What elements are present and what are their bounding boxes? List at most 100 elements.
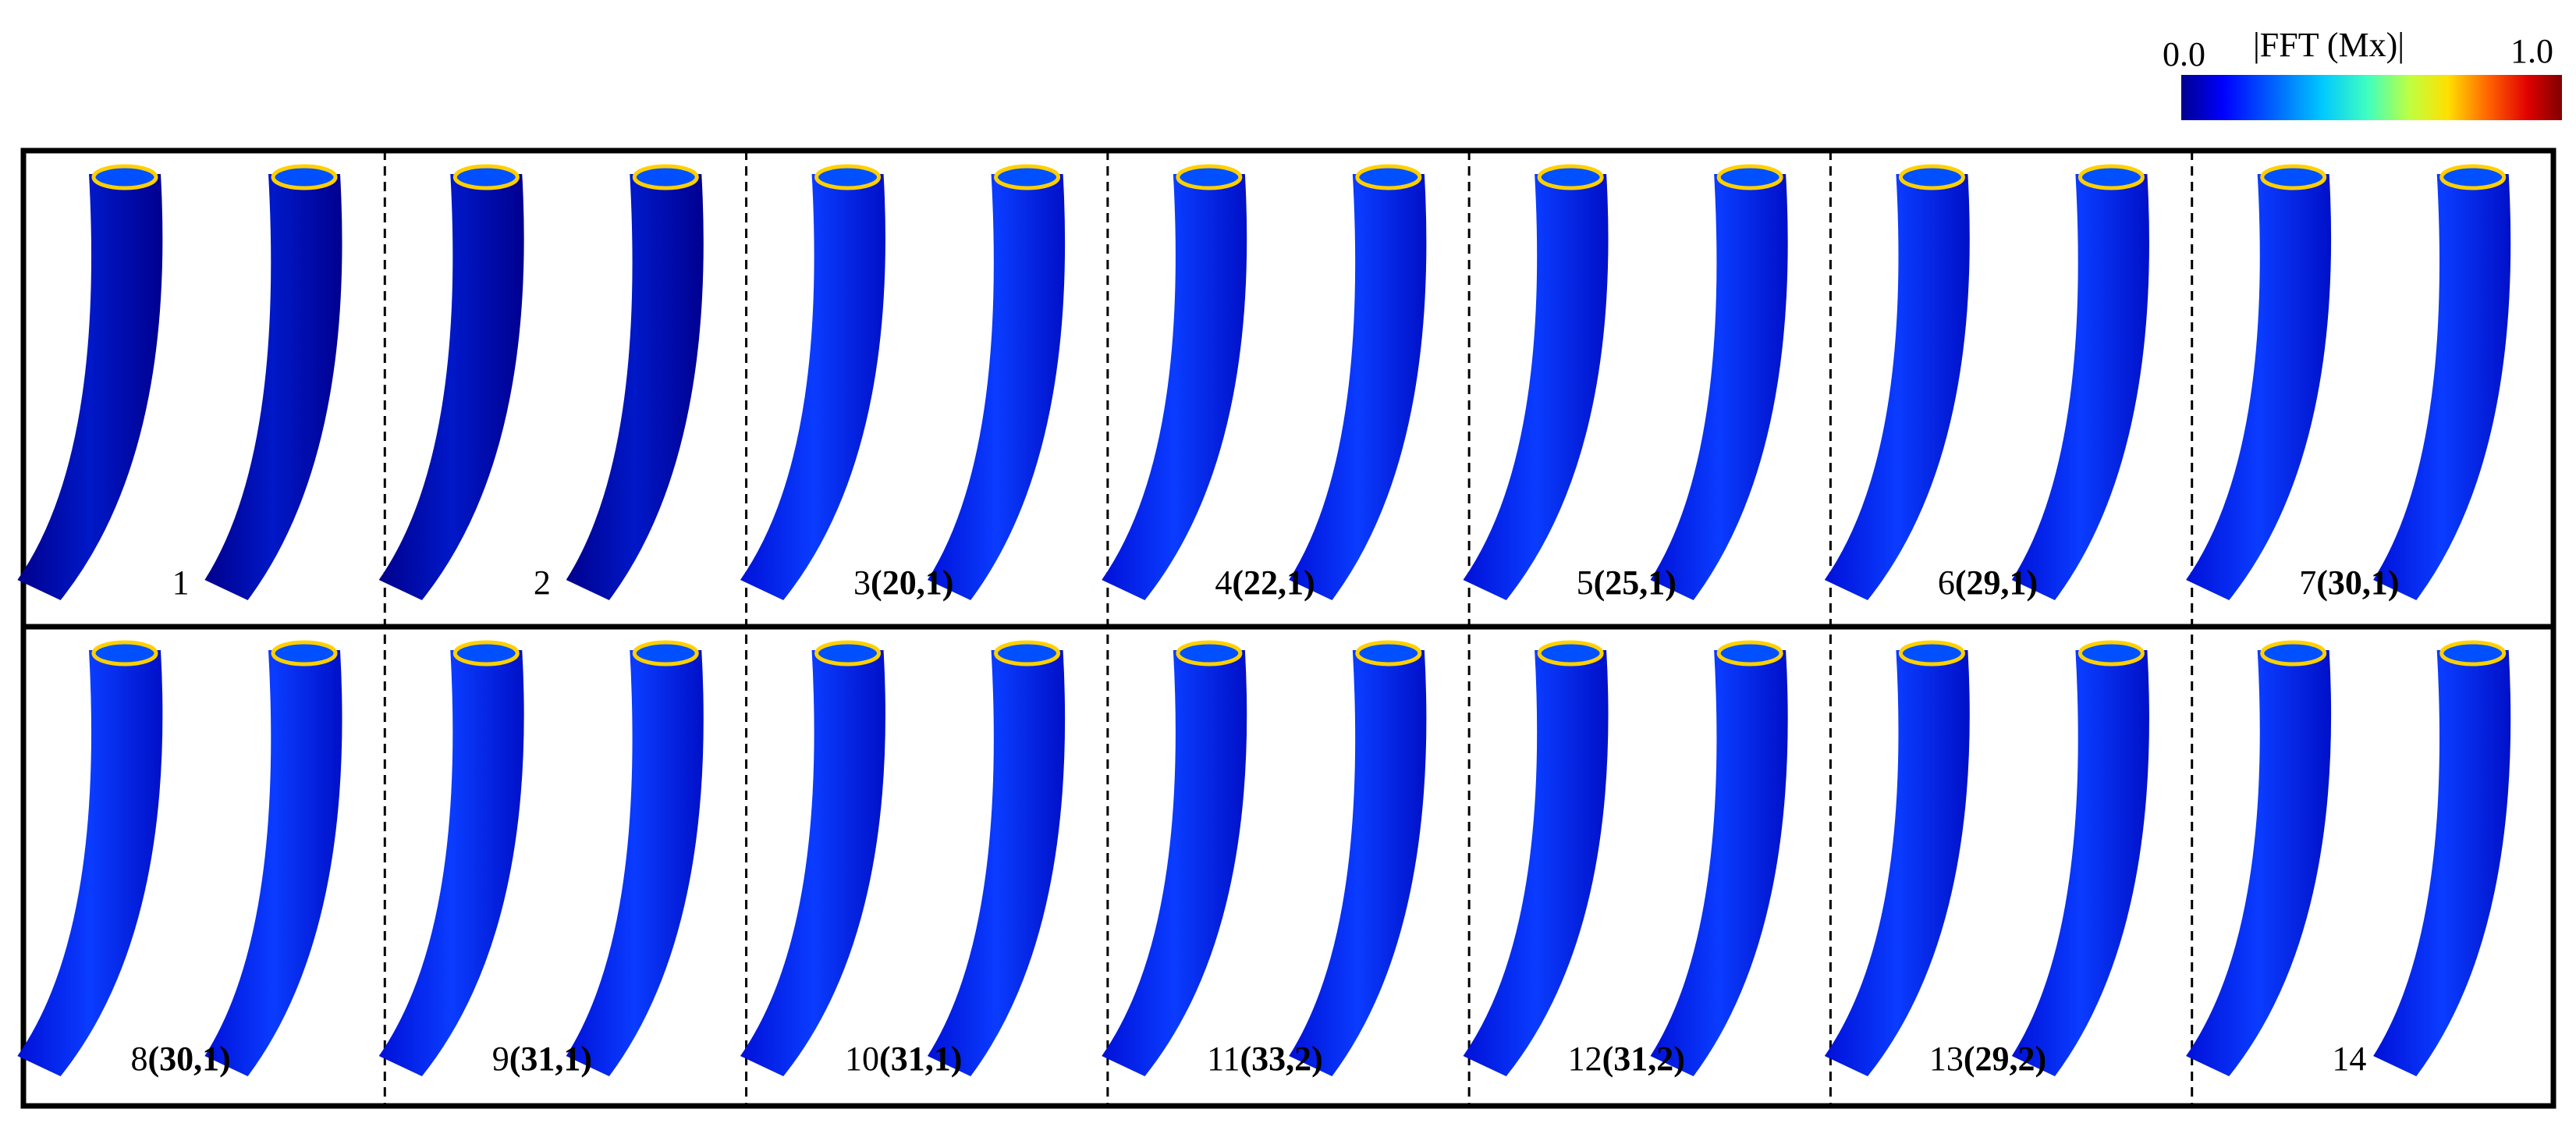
magnetization-tube-left (1824, 174, 1970, 600)
colorbar-title: |FFT (Mx)| (2253, 26, 2405, 64)
magnetization-tube-right (1650, 174, 1788, 600)
tube-end-ring (1537, 640, 1604, 667)
mode-numbers: (30,1) (147, 1040, 230, 1078)
mode-numbers: (29,2) (1964, 1040, 2046, 1078)
mode-numbers: (20,1) (871, 564, 953, 602)
mode-label: 12(31,2) (1568, 1040, 1685, 1078)
mode-index: 1 (172, 564, 190, 602)
magnetization-tube-right (1289, 174, 1427, 600)
tube-end-ring (814, 164, 882, 190)
mode-numbers: (31,1) (879, 1040, 962, 1078)
mode-index: 8 (130, 1040, 147, 1078)
magnetization-tube-left (378, 174, 524, 600)
mode-index: 6 (1938, 564, 1955, 602)
mode-index: 10 (845, 1040, 879, 1078)
mode-index: 7 (2299, 564, 2316, 602)
magnetization-tube-right (2373, 174, 2511, 600)
tube-end-ring (1176, 640, 1243, 667)
mode-numbers: (29,1) (1955, 564, 2038, 602)
magnetization-tube-right (204, 650, 342, 1076)
mode-label: 9(31,1) (492, 1040, 592, 1078)
mode-numbers: (22,1) (1232, 564, 1315, 602)
mode-label: 7(30,1) (2299, 564, 2399, 602)
mode-label: 13(29,2) (1929, 1040, 2046, 1078)
tube-end-ring (1355, 640, 1422, 667)
mode-index: 3 (853, 564, 871, 602)
tube-end-ring (814, 640, 882, 667)
magnetization-tube-left (17, 650, 163, 1076)
tube-end-ring (2077, 164, 2145, 190)
tube-end-ring (2077, 640, 2145, 667)
magnetization-tube-right (566, 650, 704, 1076)
magnetization-tube-left (2186, 650, 2332, 1076)
magnetization-tube-right (927, 174, 1066, 600)
magnetization-tube-right (2373, 650, 2511, 1076)
tube-end-ring (1716, 164, 1783, 190)
mode-index: 12 (1568, 1040, 1602, 1078)
tube-end-ring (2260, 640, 2327, 667)
tube-end-ring (1898, 164, 1965, 190)
magnetization-tube-left (1463, 174, 1609, 600)
tube-end-ring (632, 640, 699, 667)
tube-end-ring (994, 164, 1061, 190)
magnetization-tube-right (2011, 650, 2149, 1076)
mode-label: 2 (534, 564, 551, 602)
tube-end-ring (1355, 164, 1422, 190)
colorbar-max-label: 1.0 (2510, 32, 2553, 70)
mode-numbers: (33,2) (1240, 1040, 1323, 1078)
mode-label: 8(30,1) (130, 1040, 230, 1078)
tube-end-ring (1716, 640, 1783, 667)
mode-label: 10(31,1) (845, 1040, 962, 1078)
magnetization-tube-left (1463, 650, 1609, 1076)
tube-end-ring (2439, 164, 2507, 190)
tube-end-ring (2260, 164, 2327, 190)
colorbar (2181, 75, 2562, 120)
mode-label: 1 (172, 564, 190, 602)
tube-end-ring (452, 164, 520, 190)
mode-index: 11 (1207, 1040, 1240, 1078)
magnetization-tube-right (1650, 650, 1788, 1076)
colorbar-min-label: 0.0 (2163, 35, 2205, 73)
tube-end-ring (271, 164, 338, 190)
tube-end-ring (994, 640, 1061, 667)
mode-index: 14 (2332, 1040, 2366, 1078)
mode-numbers: (31,1) (509, 1040, 592, 1078)
mode-index: 5 (1577, 564, 1594, 602)
tube-end-ring (1176, 164, 1243, 190)
tube-end-ring (1898, 640, 1965, 667)
mode-label: 6(29,1) (1938, 564, 2038, 602)
magnetization-tube-right (566, 174, 704, 600)
mode-numbers: (30,1) (2316, 564, 2399, 602)
mode-index: 13 (1929, 1040, 1964, 1078)
mode-label: 4(22,1) (1215, 564, 1315, 602)
tube-end-ring (1537, 164, 1604, 190)
magnetization-tube-right (2011, 174, 2149, 600)
magnetization-tube-left (740, 650, 885, 1076)
mode-index: 2 (534, 564, 551, 602)
mode-numbers: (25,1) (1594, 564, 1677, 602)
tube-end-ring (271, 640, 338, 667)
mode-label: 5(25,1) (1577, 564, 1677, 602)
mode-index: 9 (492, 1040, 509, 1078)
mode-label: 11(33,2) (1207, 1040, 1323, 1078)
magnetization-tube-left (2186, 174, 2332, 600)
tube-end-ring (2439, 640, 2507, 667)
magnetization-tube-left (740, 174, 885, 600)
mode-numbers: (31,2) (1602, 1040, 1685, 1078)
magnetization-tube-left (1102, 650, 1247, 1076)
magnetization-tube-right (204, 174, 342, 600)
tube-end-ring (91, 164, 158, 190)
mode-index: 4 (1215, 564, 1232, 602)
magnetization-tube-left (1824, 650, 1970, 1076)
mode-label: 3(20,1) (853, 564, 953, 602)
mode-label: 14 (2332, 1040, 2366, 1078)
magnetization-tube-right (927, 650, 1066, 1076)
magnetization-tube-left (17, 174, 163, 600)
magnetization-tube-left (378, 650, 524, 1076)
tube-end-ring (632, 164, 699, 190)
magnetization-tube-left (1102, 174, 1247, 600)
magnetization-tube-right (1289, 650, 1427, 1076)
tube-end-ring (91, 640, 158, 667)
tube-end-ring (452, 640, 520, 667)
